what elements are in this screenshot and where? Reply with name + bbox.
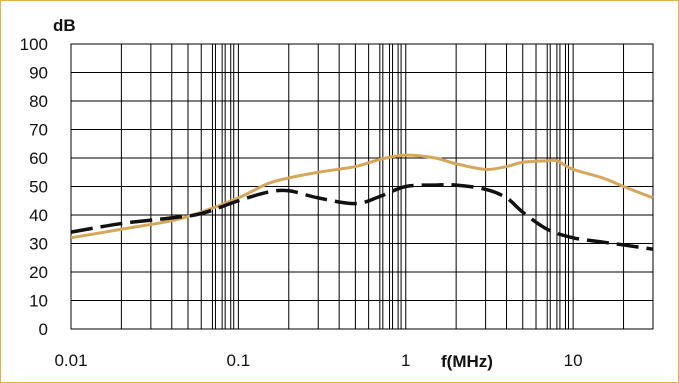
series-line-solid: [70, 153, 654, 240]
y-tick-label: 70: [29, 121, 48, 140]
grid: [70, 43, 654, 330]
y-tick-label: 0: [39, 320, 48, 339]
x-axis-label: f(MHz): [441, 352, 493, 371]
y-tick-label: 50: [29, 178, 48, 197]
y-tick-label: 20: [29, 263, 48, 282]
series-line-dashed: [70, 182, 654, 251]
y-tick-label: 40: [29, 206, 48, 225]
x-tick-label: 0.01: [54, 351, 87, 370]
x-tick-label: 10: [564, 351, 583, 370]
y-tick-label: 30: [29, 235, 48, 254]
y-tick-label: 80: [29, 92, 48, 111]
tick-labels: 0 10 20 30 40 50 60 70 80 90 100 0.01 0.1 1 10: [20, 35, 583, 370]
y-tick-label: 60: [29, 149, 48, 168]
y-tick-label: 100: [20, 35, 48, 54]
series-layer: [70, 153, 654, 251]
y-tick-label: 90: [29, 64, 48, 83]
plot-border: [70, 43, 654, 330]
x-tick-label: 1: [401, 351, 410, 370]
y-axis-label: dB: [53, 16, 76, 35]
x-tick-label: 0.1: [227, 351, 251, 370]
y-tick-label: 10: [29, 292, 48, 311]
